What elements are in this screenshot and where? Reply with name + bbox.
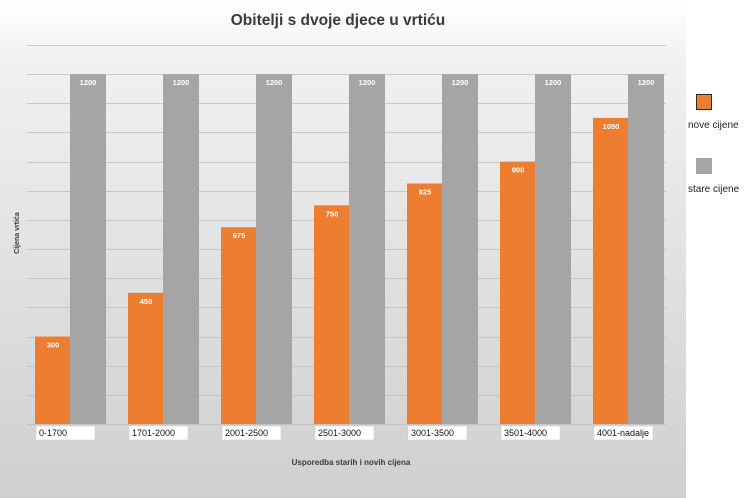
data-label: 675 bbox=[233, 231, 246, 240]
data-label: 1200 bbox=[545, 78, 562, 87]
category-label: 0-1700 bbox=[39, 428, 67, 438]
category-label-box bbox=[407, 425, 468, 441]
data-label: 1200 bbox=[638, 78, 655, 87]
category-label-box bbox=[35, 425, 96, 441]
bar-stare-cijene bbox=[70, 74, 106, 425]
data-label: 1200 bbox=[173, 78, 190, 87]
data-label: 900 bbox=[512, 166, 525, 175]
bar-nove-cijene bbox=[407, 183, 443, 424]
bar-nove-cijene bbox=[314, 205, 350, 424]
bar-stare-cijene bbox=[535, 74, 571, 425]
bar-nove-cijene bbox=[500, 161, 536, 424]
bar-nove-cijene bbox=[35, 336, 71, 424]
legend-item-nove-cijene: nove cijene bbox=[688, 94, 750, 131]
category-label: 4001-nadalje bbox=[597, 428, 649, 438]
data-label: 1050 bbox=[603, 122, 620, 131]
y-axis-title: Cijena vrtića bbox=[14, 212, 21, 254]
category-label: 2001-2500 bbox=[225, 428, 268, 438]
legend-swatch-stare-cijene bbox=[696, 158, 712, 174]
x-axis-title: Usporedba starih i novih cijena bbox=[292, 458, 411, 467]
bar-nove-cijene bbox=[593, 117, 629, 424]
data-label: 1200 bbox=[80, 78, 97, 87]
chart-title: Obitelji s dvoje djece u vrtiću bbox=[231, 12, 445, 29]
category-label-box bbox=[314, 425, 375, 441]
category-label: 3001-3500 bbox=[411, 428, 454, 438]
category-labels: 0-1700 1701-2000 2001-2500 2501-3000 3001-35… bbox=[35, 425, 654, 441]
category-label: 1701-2000 bbox=[132, 428, 175, 438]
bar-stare-cijene bbox=[163, 74, 199, 425]
data-label: 1200 bbox=[359, 78, 376, 87]
data-label: 450 bbox=[140, 297, 153, 306]
legend-label-stare-cijene: stare cijene bbox=[688, 184, 740, 195]
category-label-box bbox=[221, 425, 282, 441]
legend-label-nove-cijene: nove cijene bbox=[688, 120, 739, 131]
category-label-box bbox=[593, 425, 654, 441]
category-label-box bbox=[500, 425, 561, 441]
data-labels: 300 1200 450 1200 675 1200 750 1200 825 1200 900 12… bbox=[47, 78, 655, 349]
data-label: 1200 bbox=[452, 78, 469, 87]
category-label-box bbox=[128, 425, 189, 441]
bar-stare-cijene bbox=[256, 74, 292, 425]
bar-nove-cijene bbox=[221, 227, 257, 424]
category-label: 2501-3000 bbox=[318, 428, 361, 438]
data-label: 1200 bbox=[266, 78, 283, 87]
bar-nove-cijene bbox=[128, 292, 164, 424]
bar-stare-cijene bbox=[442, 74, 478, 425]
data-label: 300 bbox=[47, 341, 60, 350]
legend-item-stare-cijene: stare cijene bbox=[688, 158, 750, 195]
data-label: 750 bbox=[326, 209, 339, 218]
data-label: 825 bbox=[419, 187, 432, 196]
category-label: 3501-4000 bbox=[504, 428, 547, 438]
bars bbox=[35, 74, 664, 425]
legend-swatch-nove-cijene bbox=[696, 94, 712, 110]
bar-stare-cijene bbox=[349, 74, 385, 425]
bar-stare-cijene bbox=[628, 74, 664, 425]
